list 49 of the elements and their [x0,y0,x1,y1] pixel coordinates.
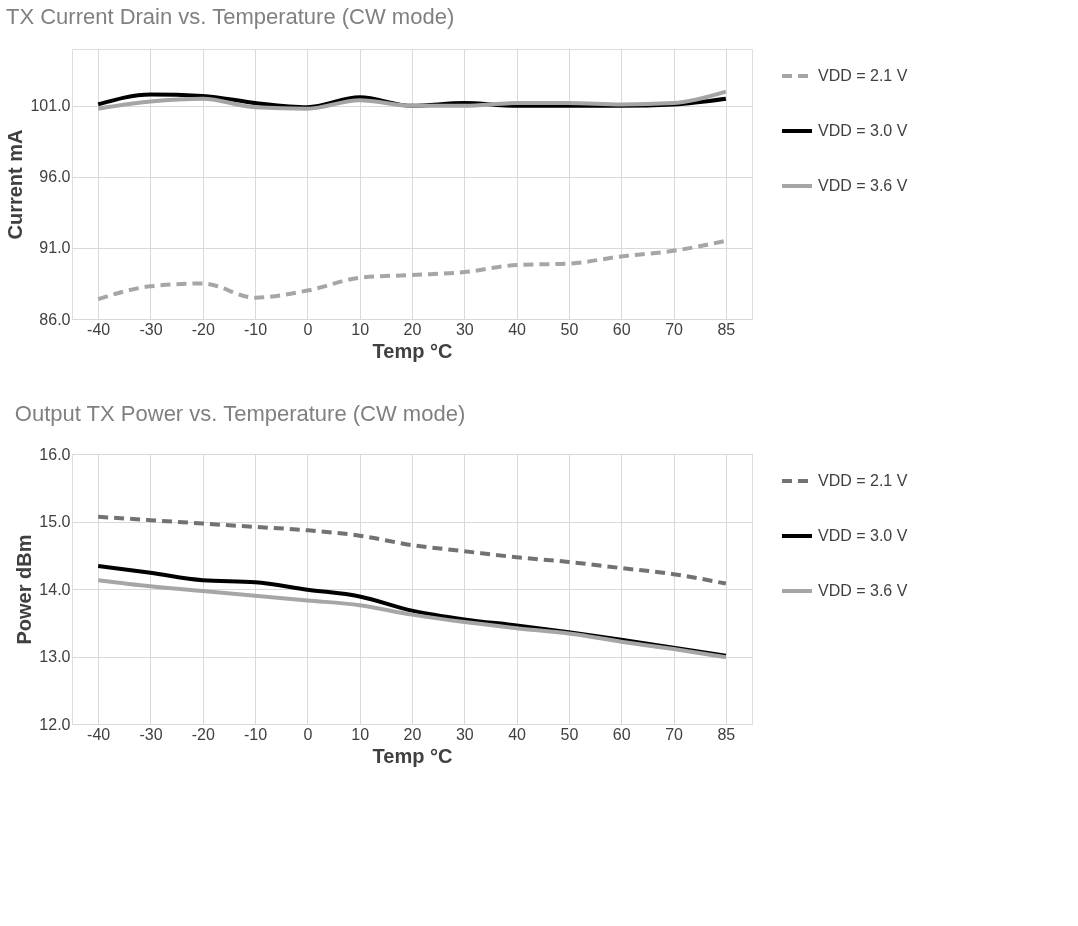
x-tick-label: 60 [612,725,631,743]
x-tick-label: -30 [139,725,163,743]
x-tick-label: 70 [665,725,684,743]
x-tick-label: 30 [455,725,474,743]
y-axis-title: Current mA [4,129,27,240]
x-tick-label: 70 [665,320,684,338]
x-tick-label: 10 [351,725,370,743]
x-tick-label: 0 [303,725,313,743]
x-tick-label: 50 [560,725,579,743]
x-tick-label: 20 [403,725,422,743]
x-tick-label: -10 [244,320,268,338]
x-tick-label: -40 [87,320,111,338]
x-tick-label: 50 [560,320,579,338]
x-tick-label: 85 [717,320,736,338]
x-tick-label: 0 [303,320,313,338]
legend-label: VDD = 3.0 V [818,122,908,139]
y-tick-label: 13.0 [39,648,71,665]
x-tick-label: -30 [139,320,163,338]
chart-title: Output TX Power vs. Temperature (CW mode) [14,401,466,426]
y-tick-label: 101.0 [30,97,71,115]
y-tick-label: 96.0 [39,168,71,186]
y-tick-label: 14.0 [39,580,71,598]
x-tick-label: -20 [191,725,215,743]
x-tick-label: 40 [508,725,527,743]
x-tick-label: 20 [403,320,422,338]
x-tick-label: 40 [508,320,527,338]
x-axis-title: Temp °C [372,744,453,767]
y-tick-label: 16.0 [39,445,71,463]
y-axis-title: Power dBm [13,534,36,645]
x-tick-label: -40 [87,725,111,743]
y-tick-label: 15.0 [39,513,71,530]
legend-label: VDD = 3.0 V [818,527,908,544]
legend-label: VDD = 2.1 V [818,67,908,84]
legend-label: VDD = 3.6 V [818,177,908,194]
y-tick-label: 91.0 [39,239,71,257]
x-tick-label: 60 [612,320,631,338]
x-axis-title: Temp °C [372,339,453,362]
line-series [96,514,728,586]
y-tick-label: 12.0 [39,715,71,733]
chart-title: TX Current Drain vs. Temperature (CW mode) [5,4,455,29]
legend-label: VDD = 3.6 V [818,582,908,599]
x-tick-label: 85 [717,725,736,743]
legend-label: VDD = 2.1 V [818,472,908,489]
x-tick-label: 10 [351,320,370,338]
line-series [96,578,728,660]
y-tick-label: 86.0 [39,310,71,328]
x-tick-label: -20 [191,320,215,338]
x-tick-label: 30 [455,320,474,338]
x-tick-label: -10 [244,725,268,743]
